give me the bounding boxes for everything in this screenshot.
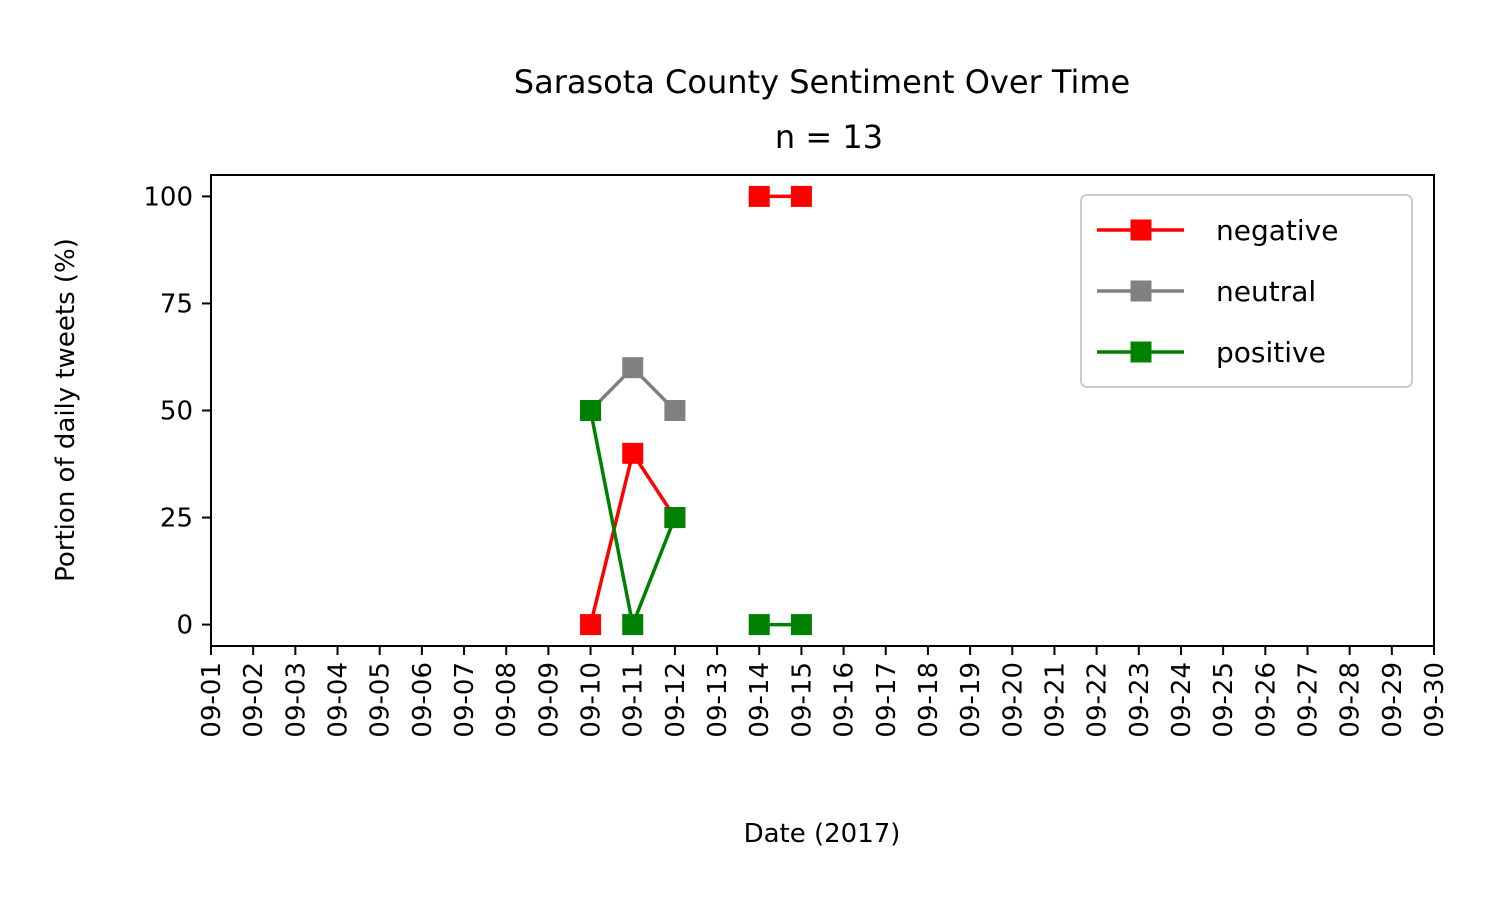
- x-tick-label: 09-12: [661, 662, 691, 738]
- series-positive: [580, 400, 812, 636]
- x-tick-label: 09-29: [1378, 662, 1408, 738]
- x-tick-label: 09-13: [703, 662, 733, 738]
- data-point-negative: [580, 614, 602, 636]
- x-tick-label: 09-16: [830, 662, 860, 738]
- data-point-negative: [748, 185, 770, 207]
- x-tick-label: 09-25: [1209, 662, 1239, 738]
- x-tick-label: 09-21: [1040, 662, 1070, 738]
- legend: negative neutral positive: [1080, 194, 1413, 388]
- legend-marker: [1130, 280, 1152, 302]
- x-tick-label: 09-18: [914, 662, 944, 738]
- data-point-positive: [622, 614, 644, 636]
- y-tick-label: 25: [160, 504, 193, 534]
- x-tick-label: 09-04: [324, 662, 354, 738]
- chart-subtitle: n = 13: [775, 118, 883, 156]
- x-tick-label: 09-19: [956, 662, 986, 738]
- legend-item-positive: positive: [1097, 336, 1326, 369]
- legend-item-neutral: neutral: [1097, 275, 1316, 308]
- legend-box: [1080, 194, 1413, 388]
- legend-marker: [1130, 219, 1152, 241]
- x-tick-label: 09-02: [239, 662, 269, 738]
- legend-label: negative: [1216, 214, 1338, 247]
- legend-marker: [1130, 341, 1152, 363]
- data-point-negative: [790, 185, 812, 207]
- x-tick-label: 09-15: [787, 662, 817, 738]
- x-tick-label: 09-08: [492, 662, 522, 738]
- x-tick-label: 09-11: [619, 662, 649, 738]
- x-tick-label: 09-14: [745, 662, 775, 738]
- data-point-positive: [580, 400, 602, 421]
- x-tick-label: 09-05: [366, 662, 396, 738]
- x-tick-label: 09-06: [408, 662, 438, 738]
- x-tick-label: 09-09: [534, 662, 564, 738]
- series-line-positive: [588, 410, 677, 627]
- data-point-neutral: [622, 357, 644, 379]
- x-tick-label: 09-27: [1293, 662, 1323, 738]
- y-axis-label: Portion of daily tweets (%): [51, 238, 81, 582]
- x-tick-label: 09-22: [1083, 662, 1113, 738]
- data-point-negative: [622, 442, 644, 464]
- x-tick-label: 09-26: [1251, 662, 1281, 738]
- data-point-neutral: [664, 400, 686, 421]
- x-tick-label: 09-28: [1336, 662, 1366, 738]
- series-negative: [580, 185, 812, 636]
- x-axis-label: Date (2017): [744, 819, 901, 849]
- x-tick-label: 09-07: [450, 662, 480, 738]
- y-tick-label: 100: [143, 182, 193, 212]
- data-point-positive: [664, 507, 686, 529]
- legend-label: positive: [1216, 336, 1326, 369]
- x-tick-label: 09-03: [281, 662, 311, 738]
- legend-item-negative: negative: [1097, 214, 1338, 247]
- data-point-positive: [790, 614, 812, 636]
- y-tick-label: 50: [160, 397, 193, 427]
- x-tick-label: 09-01: [197, 662, 227, 738]
- x-tick-label: 09-17: [872, 662, 902, 738]
- legend-label: neutral: [1216, 275, 1316, 308]
- x-tick-label: 09-24: [1167, 662, 1197, 738]
- x-tick-label: 09-20: [998, 662, 1028, 738]
- x-tick-label: 09-23: [1125, 662, 1155, 738]
- y-tick-label: 75: [160, 289, 193, 319]
- data-point-positive: [748, 614, 770, 636]
- chart-title: Sarasota County Sentiment Over Time: [514, 63, 1130, 101]
- x-tick-label: 09-10: [577, 662, 607, 738]
- y-tick-label: 0: [176, 611, 193, 641]
- plot-area: 0 25 50 75 100 09-01 09-02 09-03 09-04 09-05 09-06…: [143, 174, 1450, 738]
- x-tick-label: 09-30: [1420, 662, 1450, 738]
